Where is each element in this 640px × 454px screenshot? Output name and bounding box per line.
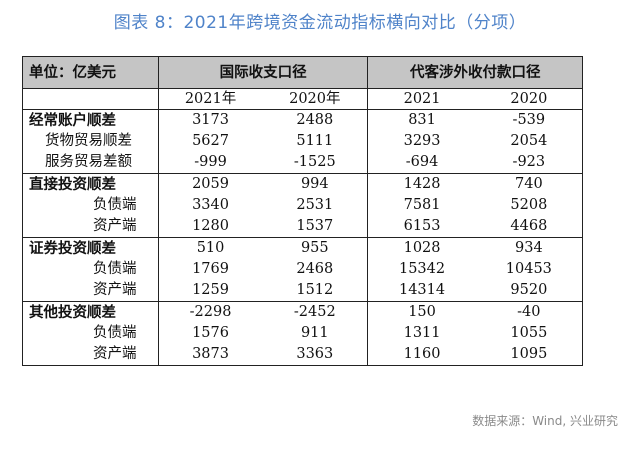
row-label: 货物贸易顺差	[22, 131, 159, 152]
header-row-groups: 单位：亿美元 国际收支口径 代客涉外收付款口径	[22, 56, 583, 89]
row-label: 负债端	[22, 323, 159, 344]
cell-value: -1525	[293, 154, 336, 170]
group-header-bop: 国际收支口径	[157, 56, 368, 89]
cell-value: 1311	[367, 323, 476, 344]
table-row: 负债端 1576 911 1311 1055	[22, 323, 583, 344]
row-label: 资产端	[22, 216, 159, 238]
cell-value: 7581	[367, 195, 476, 216]
table-row: 经常账户顺差 3173 2488 831 -539	[22, 109, 583, 131]
cell-value: 9520	[475, 280, 583, 302]
cell-value: 1512	[296, 282, 334, 298]
cell-value: 5627	[157, 131, 263, 152]
chart-title: 图表 8：2021年跨境资金流动指标横向对比（分项）	[113, 13, 527, 33]
year-header: 2021年	[157, 88, 263, 110]
cell-value: -2298	[157, 301, 263, 323]
table-row: 直接投资顺差 2059 994 1428 740	[22, 173, 583, 195]
row-label: 负债端	[22, 195, 159, 216]
cell-value: 5208	[475, 195, 583, 216]
table-row: 资产端 1259 1512 14314 9520	[22, 280, 583, 302]
cell-value: 4468	[475, 216, 583, 238]
row-label: 经常账户顺差	[22, 109, 159, 131]
year-header: 2021	[367, 88, 476, 110]
row-label: 直接投资顺差	[22, 173, 159, 195]
cell-value: 1537	[296, 218, 334, 234]
cell-value: 14314	[367, 280, 476, 302]
header-row-years: 2021年 2020年 2021 2020	[22, 88, 583, 110]
cell-value: 1769	[157, 259, 263, 280]
row-label: 资产端	[22, 344, 159, 366]
cell-value: 994	[262, 173, 368, 195]
table-row: 负债端 1769 2468 15342 10453	[22, 259, 583, 280]
table-row: 资产端 1280 1537 6153 4468	[22, 216, 583, 238]
unit-label: 单位：亿美元	[22, 56, 159, 89]
cell-value: 2054	[475, 131, 583, 152]
cell-value: 2531	[296, 197, 334, 213]
cell-value: -40	[475, 301, 583, 323]
cell-value: 3873	[157, 344, 263, 366]
cell-value: -999	[157, 152, 263, 174]
row-label: 服务贸易差额	[22, 152, 159, 174]
table-row: 资产端 3873 3363 1160 1095	[22, 344, 583, 366]
cell-value: 15342	[367, 259, 476, 280]
cell-value: 1428	[367, 173, 476, 195]
cell-value: 10453	[475, 259, 583, 280]
table-row: 服务贸易差额 -999 -1525 -694 -923	[22, 152, 583, 174]
row-label: 负债端	[22, 259, 159, 280]
cell-value: 740	[475, 173, 583, 195]
table-row: 其他投资顺差 -2298 -2452 150 -40	[22, 301, 583, 323]
cell-value: 831	[367, 109, 476, 131]
cell-value: 2468	[296, 261, 334, 277]
cell-value: 2488	[262, 109, 368, 131]
cell-value: -923	[475, 152, 583, 174]
source-note: 数据来源：Wind, 兴业研究	[472, 414, 618, 428]
cell-value: 1259	[157, 280, 263, 302]
cell-value: 2059	[157, 173, 263, 195]
table-row: 证券投资顺差 510 955 1028 934	[22, 237, 583, 259]
cell-value: -694	[367, 152, 476, 174]
cell-value: 1280	[157, 216, 263, 238]
row-label: 其他投资顺差	[22, 301, 159, 323]
cell-value: 510	[157, 237, 263, 259]
cell-value: 3173	[157, 109, 263, 131]
group-header-customer: 代客涉外收付款口径	[367, 56, 583, 89]
row-label: 资产端	[22, 280, 159, 302]
comparison-table: 单位：亿美元 国际收支口径 代客涉外收付款口径 2021年 2020年 2021…	[22, 56, 583, 366]
year-header-blank	[22, 88, 159, 110]
cell-value: 6153	[367, 216, 476, 238]
cell-value: 911	[300, 325, 329, 341]
cell-value: 955	[262, 237, 368, 259]
cell-value: 150	[367, 301, 476, 323]
cell-value: 3340	[157, 195, 263, 216]
table-row: 负债端 3340 2531 7581 5208	[22, 195, 583, 216]
cell-value: 1160	[367, 344, 476, 366]
cell-value: 3293	[367, 131, 476, 152]
cell-value: 1576	[157, 323, 263, 344]
cell-value: 1028	[367, 237, 476, 259]
cell-value: 3363	[262, 344, 368, 366]
cell-value: -2452	[262, 301, 368, 323]
year-header: 2020年	[262, 88, 368, 110]
cell-value: -539	[475, 109, 583, 131]
cell-value: 5111	[296, 133, 334, 149]
cell-value: 934	[475, 237, 583, 259]
cell-value: 1055	[475, 323, 583, 344]
row-label: 证券投资顺差	[22, 237, 159, 259]
cell-value: 1095	[475, 344, 583, 366]
year-header: 2020	[475, 88, 583, 110]
table-row: 货物贸易顺差 5627 5111 3293 2054	[22, 131, 583, 152]
